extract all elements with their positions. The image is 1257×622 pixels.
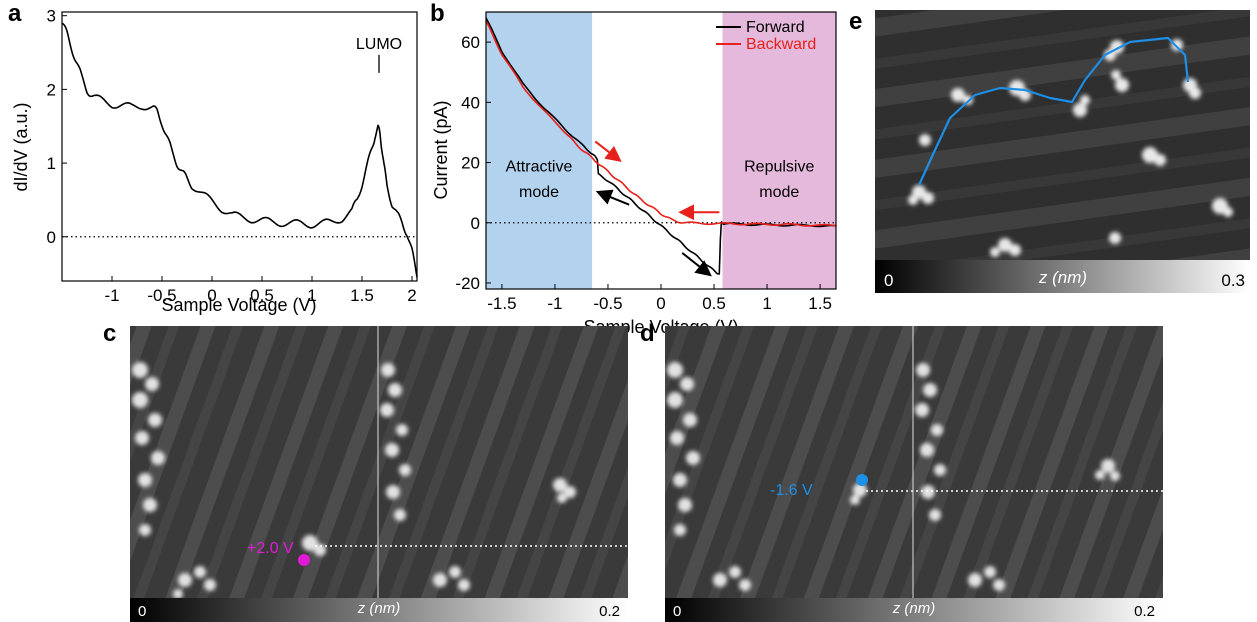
ytick-label: -20 <box>455 274 480 293</box>
chart-b-ylabel: Current (pA) <box>431 100 451 199</box>
panel-letter-e: e <box>849 8 863 35</box>
colorbar-d-label: z (nm) <box>892 600 936 617</box>
chart-a-annotations: LUMO <box>356 36 402 73</box>
xtick-label: -0.5 <box>593 294 622 313</box>
legend-label: Backward <box>746 36 816 53</box>
xtick-label: -1.5 <box>487 294 516 313</box>
xtick-label: 2 <box>407 286 416 305</box>
direction-arrow <box>681 252 712 277</box>
chart-a-xlabel: Sample Voltage (V) <box>161 295 316 315</box>
xtick-label: 0 <box>656 294 665 313</box>
ytick-label: 1 <box>47 154 56 173</box>
colorbar-c-max: 0.2 <box>599 603 620 620</box>
panel-letter-a: a <box>8 0 22 27</box>
chart-b-series <box>485 17 837 275</box>
stm-image-d: -1.6 V 0 z (nm) 0.2 <box>665 326 1163 622</box>
stm-image-e-trace <box>917 36 1190 186</box>
colorbar-c-label: z (nm) <box>357 600 401 617</box>
xtick-label: 0.5 <box>250 286 274 305</box>
xtick-label: -1 <box>547 294 562 313</box>
panel-letter-c: c <box>103 320 117 347</box>
ytick-label: 2 <box>47 80 56 99</box>
legend-label: Forward <box>746 19 805 36</box>
ytick-label: 0 <box>47 228 56 247</box>
chart-b-xticks: -1.5 -1 -0.5 0 0.5 1 1.5 <box>487 284 832 313</box>
stm-image-c-voltage-label: +2.0 V <box>247 540 294 557</box>
ytick-label: 0 <box>471 214 480 233</box>
chart-b-series-1 <box>485 20 837 227</box>
chart-b: Attractive mode Repulsive mode -1.5 -1 -0.5 0 0… <box>431 11 837 337</box>
xtick-label: -1 <box>104 286 119 305</box>
annotation-label: LUMO <box>356 36 402 53</box>
xtick-label: 0.5 <box>702 294 726 313</box>
xtick-label: 1.5 <box>350 286 374 305</box>
stm-image-c-background <box>130 326 628 622</box>
stm-image-e-trace-line <box>917 36 1190 186</box>
colorbar-d-max: 0.2 <box>1134 603 1155 620</box>
chart-a: -1 -0.5 0 0.5 1 1.5 2 0 1 2 3 LUMO Sample Voltage… <box>11 7 418 315</box>
colorbar-e <box>875 260 1250 293</box>
chart-b-region-label2-1: mode <box>759 184 799 201</box>
direction-arrow <box>594 140 622 162</box>
panel-letter-b: b <box>430 0 445 27</box>
chart-b-regions: Attractive mode Repulsive mode <box>486 12 836 289</box>
chart-b-region-label2-0: mode <box>519 184 559 201</box>
stm-image-d-tip-marker <box>856 474 868 486</box>
chart-b-region-label-0: Attractive <box>506 159 573 176</box>
xtick-label: -0.5 <box>147 286 176 305</box>
xtick-label: 1 <box>762 294 771 313</box>
xtick-label: 0 <box>207 286 216 305</box>
stm-image-c-molecules <box>132 362 576 599</box>
chart-b-region-1 <box>722 12 836 289</box>
colorbar-c-min: 0 <box>138 603 146 620</box>
colorbar-e-min: 0 <box>884 271 893 290</box>
stm-image-c-tip-marker <box>298 554 310 566</box>
stm-image-e: 0 z (nm) 0.3 <box>875 10 1250 293</box>
chart-a-frame <box>61 11 418 282</box>
chart-a-ylabel: dI/dV (a.u.) <box>11 102 31 191</box>
colorbar-c <box>130 598 628 622</box>
colorbar-d-min: 0 <box>673 603 681 620</box>
stm-image-e-background <box>875 10 1250 293</box>
stm-image-d-voltage-label: -1.6 V <box>770 482 813 499</box>
ytick-label: 40 <box>461 93 480 112</box>
direction-arrow <box>595 189 630 206</box>
stm-image-d-background <box>665 326 1163 622</box>
colorbar-e-max: 0.3 <box>1221 271 1245 290</box>
stm-image-c: +2.0 V 0 z (nm) 0.2 <box>130 326 628 622</box>
xtick-label: 1.5 <box>808 294 832 313</box>
panel-letter-d: d <box>640 320 655 347</box>
ytick-label: 60 <box>461 33 480 52</box>
chart-a-series-0 <box>61 22 418 278</box>
stm-image-d-molecules <box>667 362 1120 591</box>
chart-a-xticks: -1 -0.5 0 0.5 1 1.5 2 <box>104 276 417 305</box>
stm-image-e-molecules <box>908 39 1233 257</box>
colorbar-e-label: z (nm) <box>1038 268 1087 287</box>
ytick-label: 20 <box>461 154 480 173</box>
chart-a-series <box>61 22 418 278</box>
chart-b-yticks: -20 0 20 40 60 <box>455 33 491 293</box>
chart-b-arrows <box>594 140 720 277</box>
xtick-label: 1 <box>307 286 316 305</box>
chart-b-region-label-1: Repulsive <box>744 159 814 176</box>
chart-a-yticks: 0 1 2 3 <box>47 7 67 247</box>
colorbar-d <box>665 598 1163 622</box>
ytick-label: 3 <box>47 7 56 26</box>
